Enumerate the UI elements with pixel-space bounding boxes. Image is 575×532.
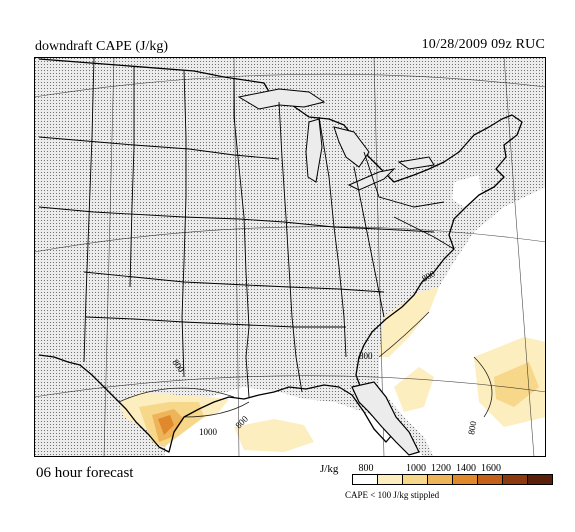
lake-superior — [237, 88, 326, 110]
conus-outline — [38, 58, 523, 453]
legend-unit: J/kg — [320, 463, 339, 475]
graticule — [34, 57, 546, 457]
legend-swatch — [403, 475, 428, 484]
legend-swatch — [478, 475, 503, 484]
legend-swatch — [503, 475, 528, 484]
legend-swatch — [428, 475, 453, 484]
cape-map: 800 800 800 1000 800 800 — [34, 57, 546, 457]
state-borders — [38, 57, 455, 398]
florida-peninsula — [351, 381, 420, 456]
model-run-info: 10/28/2009 09z RUC — [421, 37, 545, 52]
cape-800-east-coast — [379, 287, 439, 357]
contour-label: 800 — [466, 420, 478, 436]
legend-swatch — [453, 475, 478, 484]
legend-tick: 1400 — [456, 463, 476, 474]
lake-erie — [347, 168, 396, 191]
cape-1400-texas-coast — [158, 415, 174, 435]
legend-swatch — [528, 475, 552, 484]
contour-label: 1000 — [199, 427, 218, 437]
legend-color-bar — [352, 474, 553, 485]
lake-huron — [333, 126, 370, 168]
map-field-title: downdraft CAPE (J/kg) — [35, 39, 168, 54]
lake-ontario — [397, 156, 435, 170]
gulf-clear-region — [164, 387, 424, 457]
contour-label: 800 — [359, 351, 373, 361]
legend-tick: 1600 — [481, 463, 501, 474]
stipple-note: CAPE < 100 J/kg stippled — [345, 490, 440, 500]
map-frame — [34, 57, 546, 457]
legend-tick: 1000 — [406, 463, 426, 474]
legend-tick: 800 — [358, 463, 374, 474]
legend-swatch — [378, 475, 403, 484]
contour-lines — [118, 311, 493, 418]
cape-800-gulf-south — [234, 419, 314, 452]
legend-tick: 1200 — [431, 463, 451, 474]
cape-800-florida-east — [394, 367, 434, 412]
forecast-hour-label: 06 hour forecast — [36, 465, 134, 481]
legend-swatch — [353, 475, 378, 484]
